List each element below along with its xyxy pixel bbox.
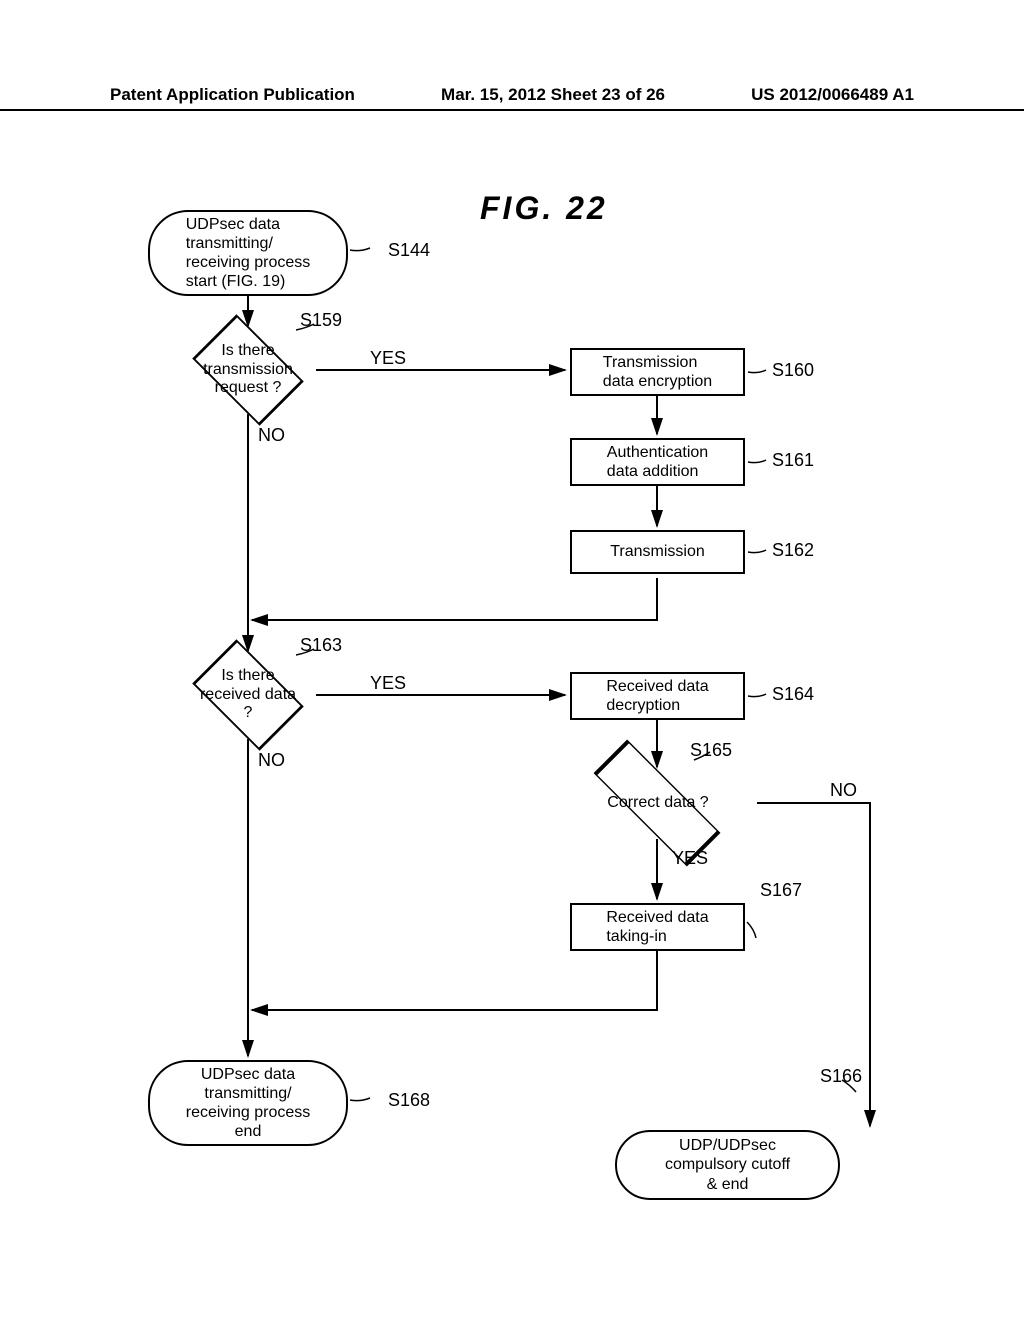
d3-yes-label: YES (672, 848, 708, 869)
ref-s144: S144 (388, 240, 430, 261)
decision-correct-data: Correct data ? (558, 768, 758, 838)
ref-s165: S165 (690, 740, 732, 761)
d2-no-label: NO (258, 750, 285, 771)
d2-yes-label: YES (370, 673, 406, 694)
ref-s160: S160 (772, 360, 814, 381)
decision-text-2: Is there received data ? (180, 650, 316, 740)
process-auth-add: Authentication data addition (570, 438, 745, 486)
ref-s168: S168 (388, 1090, 430, 1111)
process-transmission: Transmission (570, 530, 745, 574)
header-left: Patent Application Publication (110, 85, 355, 105)
start-terminator: UDPsec data transmitting/ receiving proc… (148, 210, 348, 296)
ref-s167: S167 (760, 880, 802, 901)
ref-s166: S166 (820, 1066, 862, 1087)
process-decryption: Received data decryption (570, 672, 745, 720)
ref-s161: S161 (772, 450, 814, 471)
decision-transmission-request: Is there transmission request ? (180, 325, 316, 415)
d3-no-label: NO (830, 780, 857, 801)
process-taking-in: Received data taking-in (570, 903, 745, 951)
d1-yes-label: YES (370, 348, 406, 369)
decision-text-3: Correct data ? (558, 768, 758, 838)
decision-text: Is there transmission request ? (180, 325, 316, 415)
figure-title: FIG. 22 (480, 190, 608, 227)
end-cutoff-terminator: UDP/UDPsec compulsory cutoff & end (615, 1130, 840, 1200)
page-header: Patent Application Publication Mar. 15, … (0, 85, 1024, 111)
process-encryption: Transmission data encryption (570, 348, 745, 396)
header-center: Mar. 15, 2012 Sheet 23 of 26 (441, 85, 665, 105)
d1-no-label: NO (258, 425, 285, 446)
ref-s162: S162 (772, 540, 814, 561)
ref-s164: S164 (772, 684, 814, 705)
decision-received-data: Is there received data ? (180, 650, 316, 740)
header-right: US 2012/0066489 A1 (751, 85, 914, 105)
end-terminator: UDPsec data transmitting/ receiving proc… (148, 1060, 348, 1146)
